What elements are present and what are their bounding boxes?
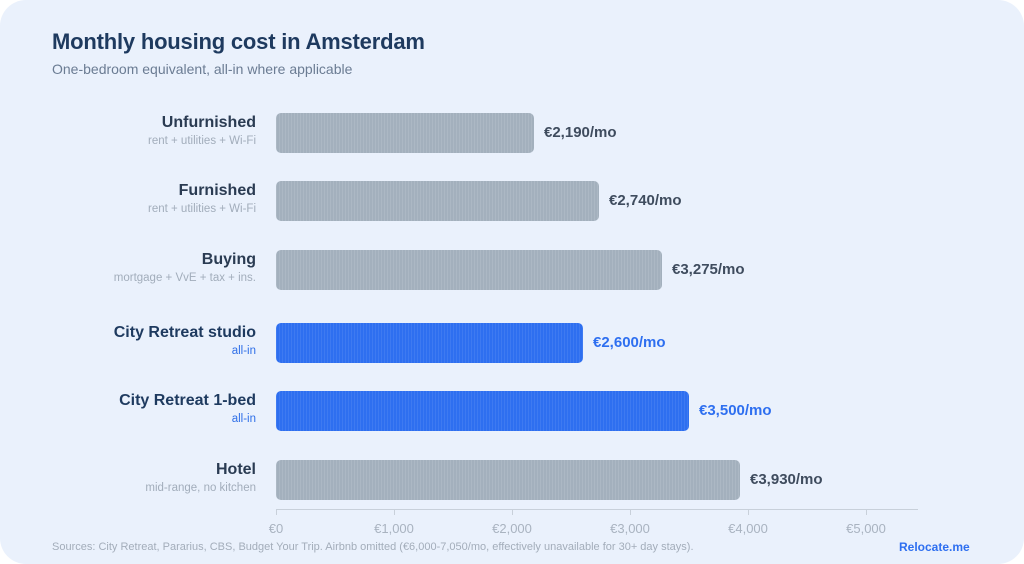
x-axis-tick-label: €0 (268, 521, 284, 536)
value-label: €3,275/mo (672, 261, 745, 278)
value-label: €2,190/mo (544, 124, 617, 141)
row-label: City Retreat studio all-in (114, 323, 256, 359)
x-axis-tick (748, 509, 749, 515)
value-label: €2,740/mo (609, 192, 682, 209)
row-label: City Retreat 1-bed all-in (119, 391, 256, 427)
category-note: mortgage + VvE + tax + ins. (113, 272, 256, 284)
x-axis-tick-label: €4,000 (728, 521, 768, 536)
row-label: Unfurnished rent + utilities + Wi-Fi (148, 113, 256, 149)
bar[interactable] (276, 250, 662, 290)
value-label: €2,600/mo (593, 334, 666, 351)
bar[interactable] (276, 391, 689, 431)
x-axis-tick (512, 509, 513, 515)
value-label: €3,500/mo (699, 402, 772, 419)
bar[interactable] (276, 181, 599, 221)
category-note: rent + utilities + Wi-Fi (148, 135, 256, 147)
row-label: Buying mortgage + VvE + tax + ins. (114, 250, 256, 286)
x-axis-tick-label: €5,000 (846, 521, 886, 536)
category-note: all-in (231, 345, 256, 357)
bar[interactable] (276, 323, 583, 363)
x-axis-tick (630, 509, 631, 515)
category-name: Furnished (178, 182, 256, 199)
x-axis-line (276, 509, 918, 510)
category-note: all-in (231, 413, 256, 425)
category-name: Hotel (216, 461, 256, 478)
category-name: City Retreat 1-bed (119, 392, 256, 409)
x-axis-tick (866, 509, 867, 515)
sources-footnote: Sources: City Retreat, Pararius, CBS, Bu… (52, 541, 694, 553)
category-note: rent + utilities + Wi-Fi (148, 203, 256, 215)
brand-link[interactable]: Relocate.me (899, 540, 970, 554)
x-axis-tick-label: €1,000 (374, 521, 414, 536)
row-label: Hotel mid-range, no kitchen (145, 460, 256, 496)
category-name: Unfurnished (161, 114, 256, 131)
category-name: Buying (201, 251, 256, 268)
x-axis-tick-label: €3,000 (610, 521, 650, 536)
value-label: €3,930/mo (750, 471, 823, 488)
bar[interactable] (276, 460, 740, 500)
category-name: City Retreat studio (113, 324, 256, 341)
x-axis-tick (394, 509, 395, 515)
category-note: mid-range, no kitchen (145, 482, 256, 494)
chart-subtitle: One-bedroom equivalent, all-in where app… (52, 61, 353, 77)
row-label: Furnished rent + utilities + Wi-Fi (148, 181, 256, 217)
bar[interactable] (276, 113, 534, 153)
x-axis-tick (276, 509, 277, 515)
x-axis-tick-label: €2,000 (492, 521, 532, 536)
chart-title: Monthly housing cost in Amsterdam (52, 29, 425, 54)
